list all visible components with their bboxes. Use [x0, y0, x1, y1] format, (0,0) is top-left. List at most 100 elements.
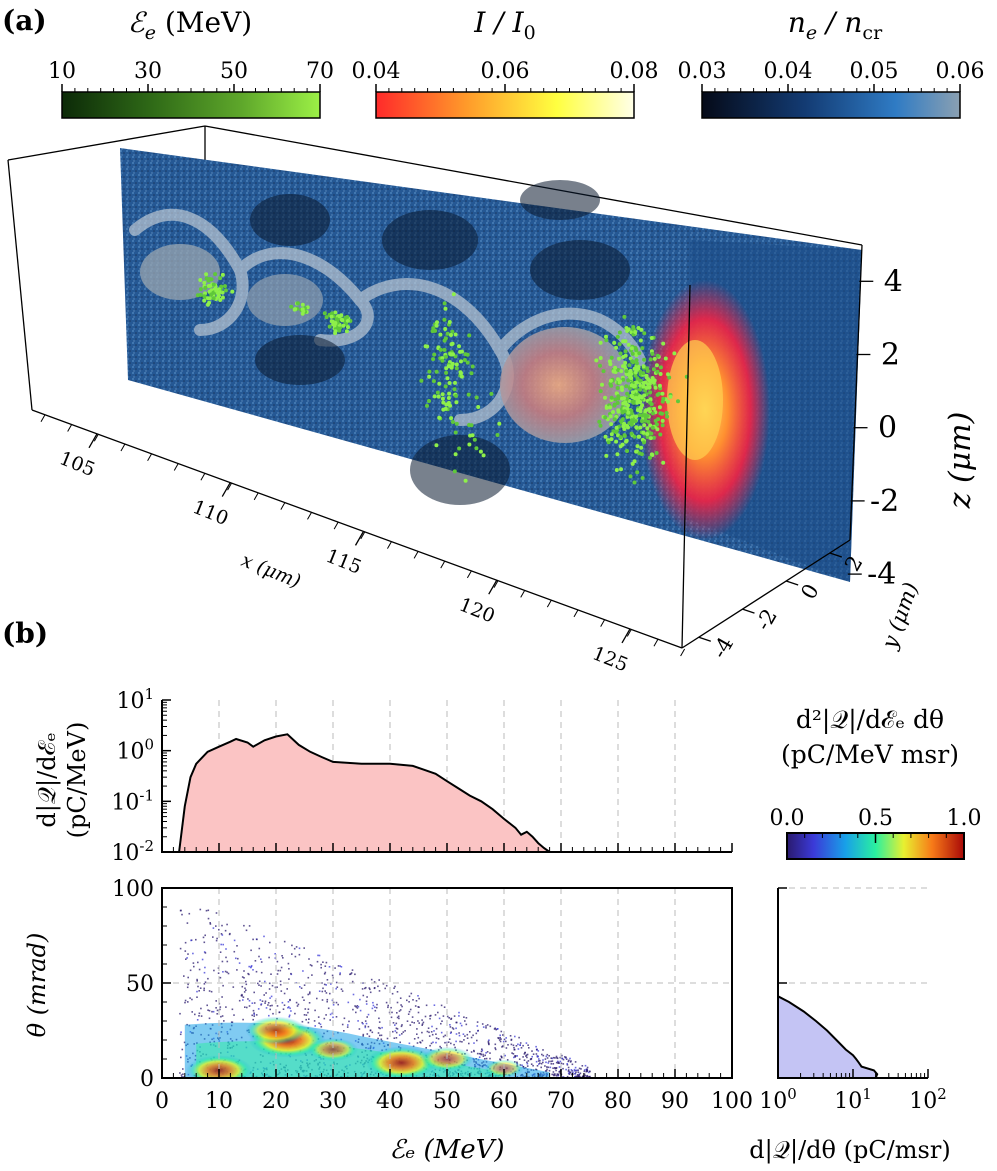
- heatmap-plot: 100 50 00 10 20 30 40 50 60 70 80 90 100: [112, 877, 753, 1114]
- heatmap-pixel: [339, 972, 341, 974]
- heatmap-pixel: [305, 1018, 307, 1021]
- heatmap-pixel: [270, 973, 272, 975]
- heatmap-pixel: [440, 1022, 442, 1025]
- heatmap-pixel: [183, 975, 185, 977]
- electron: [648, 390, 653, 395]
- angular-plot: 100 101 102: [759, 887, 947, 1114]
- electron: [333, 329, 338, 334]
- electron: [434, 443, 439, 448]
- energy-xtick-label: 100: [711, 1089, 753, 1114]
- electron: [594, 358, 599, 363]
- electron: [616, 394, 621, 399]
- electron: [452, 387, 457, 392]
- electron: [336, 326, 340, 331]
- electron: [198, 287, 203, 292]
- electron: [606, 440, 611, 445]
- heatmap-pixel: [191, 1011, 193, 1013]
- electron: [626, 342, 631, 347]
- electron: [651, 435, 656, 440]
- heatmap-pixel: [216, 1009, 219, 1012]
- heatmap-pixel: [566, 1075, 569, 1078]
- electron: [648, 400, 652, 405]
- electron: [481, 453, 486, 458]
- x-minor-tick-3d: [93, 434, 99, 442]
- heatmap-pixel: [288, 1014, 291, 1017]
- heatmap-pixel: [260, 985, 262, 987]
- heatmap-pixel: [359, 1009, 362, 1012]
- electron: [641, 381, 646, 385]
- heatmap-pixel: [546, 1053, 549, 1056]
- heatmap-pixel: [554, 1073, 556, 1075]
- heatmap-pixel: [427, 1027, 430, 1029]
- electron: [334, 317, 339, 322]
- electron: [472, 437, 477, 442]
- x-tick-label-3d: 125: [589, 642, 631, 676]
- electron: [634, 425, 639, 430]
- heatmap-pixel: [302, 970, 304, 972]
- heatmap-pixel: [308, 1002, 311, 1004]
- heatmap-pixel: [501, 1056, 503, 1059]
- electron: [474, 395, 479, 400]
- heatmap-pixel: [576, 1074, 579, 1076]
- heatmap-pixel: [204, 952, 207, 954]
- electron: [626, 378, 631, 383]
- electron: [434, 323, 439, 328]
- colorbar-tick-label: 10: [48, 59, 76, 84]
- heatmap-pixel: [220, 943, 222, 946]
- heatmap-pixel: [194, 1013, 196, 1016]
- heatmap-pixel: [567, 1060, 570, 1063]
- heatmap-pixel: [221, 934, 224, 936]
- heatmap-colorbar-tick-label: 1.0: [947, 806, 982, 831]
- electron: [450, 361, 455, 366]
- heatmap-pixel: [330, 983, 332, 985]
- electron: [457, 344, 461, 349]
- heatmap-pixel: [569, 1057, 571, 1060]
- heatmap-pixel: [305, 1014, 308, 1016]
- theta-ytick-label: 0: [140, 1067, 154, 1092]
- spectrum-area: [177, 733, 553, 853]
- heatmap-pixel: [348, 1020, 350, 1023]
- electron: [621, 377, 626, 382]
- electron: [467, 333, 472, 338]
- electron: [497, 421, 502, 426]
- heatmap-pixel: [192, 952, 194, 955]
- electron: [660, 423, 665, 428]
- heatmap-pixel: [463, 1016, 465, 1018]
- colorbar-tick-label: 0.04: [352, 59, 401, 84]
- x-minor-tick-3d: [600, 619, 606, 627]
- heatmap-pixel: [525, 1042, 528, 1044]
- heatmap-pixel: [209, 922, 211, 924]
- electron: [634, 348, 639, 353]
- heatmap-pixel: [511, 1052, 513, 1054]
- electron: [653, 418, 658, 423]
- heatmap-pixel: [390, 1016, 393, 1019]
- heatmap-pixel: [257, 1008, 260, 1010]
- electron: [419, 378, 424, 383]
- heatmap-pixel: [401, 1005, 403, 1008]
- heatmap-pixel: [246, 1006, 248, 1009]
- heatmap-pixel: [290, 1010, 292, 1012]
- heatmap-pixel: [196, 1019, 199, 1021]
- heatmap-pixel: [179, 1012, 181, 1015]
- electron: [214, 288, 219, 293]
- heatmap-pixel: [378, 990, 381, 992]
- heatmap-pixel: [378, 1026, 380, 1029]
- electron: [619, 385, 624, 390]
- electron: [639, 327, 644, 332]
- electron: [604, 405, 609, 410]
- electron: [650, 425, 655, 430]
- heatmap-pixel: [220, 1015, 222, 1018]
- heatmap-pixel: [522, 1056, 524, 1058]
- heatmap-pixel: [449, 1026, 452, 1028]
- heatmap-pixel: [499, 1036, 501, 1039]
- heatmap-pixel: [551, 1073, 553, 1076]
- heatmap-pixel: [207, 977, 209, 980]
- heatmap-pixel: [498, 1039, 501, 1041]
- electron: [444, 370, 449, 375]
- electron: [630, 351, 635, 356]
- heatmap-pixel: [337, 965, 340, 967]
- heatmap-pixel: [258, 947, 261, 950]
- heatmap-pixel: [258, 984, 260, 986]
- heatmap-pixel: [255, 970, 258, 973]
- heatmap-pixel: [512, 1044, 515, 1047]
